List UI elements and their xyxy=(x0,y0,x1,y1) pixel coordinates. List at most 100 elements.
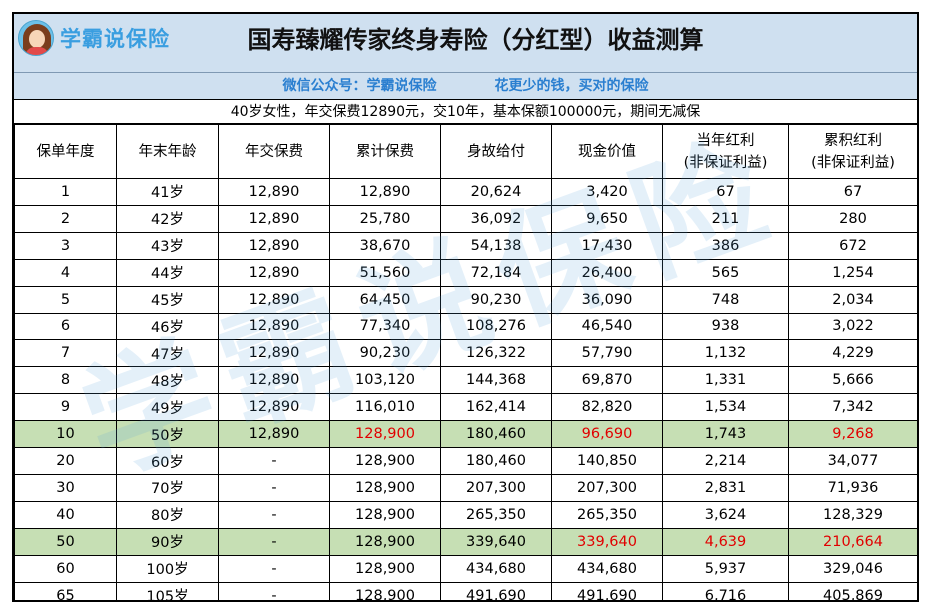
subtitle-line: 微信公众号：学霸说保险 花更少的钱，买对的保险 xyxy=(14,72,917,96)
table-cell: 4 xyxy=(14,258,117,287)
column-header: 当年红利 (非保证利益) xyxy=(662,124,789,179)
table-cell: - xyxy=(218,473,330,502)
table-cell: 12,890 xyxy=(218,285,330,314)
column-header-label: 累计保费 xyxy=(356,143,414,160)
table-cell: 748 xyxy=(662,285,789,314)
table-cell: 96,690 xyxy=(551,420,663,449)
table-row: 6 46岁 12,890 77,340 108,276 46,540 938 3,022 xyxy=(14,312,917,341)
table-cell: 12,890 xyxy=(218,258,330,287)
table-cell: - xyxy=(218,500,330,529)
table-cell: 64,450 xyxy=(329,285,441,314)
table-cell: 2,214 xyxy=(662,447,789,475)
table-cell: 4,229 xyxy=(788,339,917,368)
table-cell: 434,680 xyxy=(551,554,663,583)
table-cell: 672 xyxy=(788,231,917,260)
table-cell: 4,639 xyxy=(662,527,789,556)
table-cell: 46,540 xyxy=(551,312,663,341)
table-row: 50 90岁 -128,900 339,640 339,640 4,639 210,664 xyxy=(14,527,917,556)
column-header: 累积红利 (非保证利益) xyxy=(788,124,917,179)
table-row: 2 42岁 12,890 25,780 36,092 9,650 211 280 xyxy=(14,204,917,233)
table-cell: 20 xyxy=(14,447,117,475)
table-cell: 43岁 xyxy=(116,231,219,260)
table-cell: 162,414 xyxy=(440,393,552,422)
table-cell: 3,420 xyxy=(551,178,663,206)
table-cell: 90岁 xyxy=(116,527,219,556)
table-cell: 45岁 xyxy=(116,285,219,314)
table-cell: 207,300 xyxy=(551,473,663,502)
table-cell: - xyxy=(218,527,330,556)
table-cell: 116,010 xyxy=(329,393,441,422)
column-header-label: 现金价值 xyxy=(578,143,636,160)
table-cell: 44岁 xyxy=(116,258,219,287)
girl-avatar-icon xyxy=(18,20,54,56)
table-cell: 57,790 xyxy=(551,339,663,368)
table-cell: 265,350 xyxy=(551,500,663,529)
table-cell: 8 xyxy=(14,366,117,395)
table-cell: 144,368 xyxy=(440,366,552,395)
table-cell: 128,900 xyxy=(329,554,441,583)
table-cell: 67 xyxy=(662,178,789,206)
table-cell: 46岁 xyxy=(116,312,219,341)
table-row: 20 60岁 -128,900 180,460 140,850 2,214 34,077 xyxy=(14,447,917,475)
table-cell: 3 xyxy=(14,231,117,260)
table-cell: 60 xyxy=(14,554,117,583)
table-cell: 339,640 xyxy=(440,527,552,556)
table-cell: 128,900 xyxy=(329,527,441,556)
table-cell: 2,831 xyxy=(662,473,789,502)
table-cell: 491,690 xyxy=(551,581,663,600)
table-cell: 71,936 xyxy=(788,473,917,502)
table-cell: 103,120 xyxy=(329,366,441,395)
table-cell: 54,138 xyxy=(440,231,552,260)
table-cell: 50 xyxy=(14,527,117,556)
title-bar: 学霸说保险 国寿臻耀传家终身寿险（分红型）收益测算 微信公众号：学霸说保险 花更… xyxy=(14,14,917,100)
page-title: 国寿臻耀传家终身寿险（分红型）收益测算 xyxy=(247,26,704,54)
table-cell: 90,230 xyxy=(329,339,441,368)
table-cell: 12,890 xyxy=(218,393,330,422)
table-cell: 938 xyxy=(662,312,789,341)
table-cell: 1,254 xyxy=(788,258,917,287)
table-cell: 128,900 xyxy=(329,500,441,529)
table-cell: 211 xyxy=(662,204,789,233)
benefit-table: 保单年度 年末年龄 年交保费 累计保费 身故给付 现金价值 当年红利 (非保证利益) 累积红利 (… xyxy=(14,124,917,600)
table-row: 60 100岁 -128,900 434,680 434,680 5,937 329,046 xyxy=(14,554,917,583)
table-cell: 128,329 xyxy=(788,500,917,529)
table-header-row: 保单年度 年末年龄 年交保费 累计保费 身故给付 现金价值 当年红利 (非保证利益) 累积红利 (… xyxy=(14,124,917,179)
column-header: 保单年度 xyxy=(14,124,117,179)
column-header-note: (非保证利益) xyxy=(683,154,768,171)
table-cell: 491,690 xyxy=(440,581,552,600)
table-cell: 3,624 xyxy=(662,500,789,529)
table-cell: 265,350 xyxy=(440,500,552,529)
table-cell: 2,034 xyxy=(788,285,917,314)
table-cell: 180,460 xyxy=(440,420,552,449)
benefit-sheet: 学霸说保险 国寿臻耀传家终身寿险（分红型）收益测算 微信公众号：学霸说保险 花更… xyxy=(12,12,919,602)
table-cell: 65 xyxy=(14,581,117,600)
brand-name: 学霸说保险 xyxy=(60,27,170,51)
table-row: 40 80岁 -128,900 265,350 265,350 3,624 128,329 xyxy=(14,500,917,529)
table-cell: 12,890 xyxy=(218,366,330,395)
table-cell: 339,640 xyxy=(551,527,663,556)
table-cell: 72,184 xyxy=(440,258,552,287)
table-cell: 12,890 xyxy=(218,231,330,260)
table-cell: 6,716 xyxy=(662,581,789,600)
column-header-label: 年交保费 xyxy=(245,143,303,160)
table-cell: 12,890 xyxy=(218,420,330,449)
table-cell: 5,937 xyxy=(662,554,789,583)
column-header: 身故给付 xyxy=(440,124,552,179)
table-cell: 7,342 xyxy=(788,393,917,422)
table-cell: 26,400 xyxy=(551,258,663,287)
column-header: 现金价值 xyxy=(551,124,663,179)
table-cell: - xyxy=(218,554,330,583)
table-cell: 36,090 xyxy=(551,285,663,314)
table-cell: 6 xyxy=(14,312,117,341)
table-cell: 40 xyxy=(14,500,117,529)
table-cell: 77,340 xyxy=(329,312,441,341)
table-cell: 3,022 xyxy=(788,312,917,341)
table-cell: 386 xyxy=(662,231,789,260)
table-cell: 42岁 xyxy=(116,204,219,233)
table-cell: 47岁 xyxy=(116,339,219,368)
table-cell: 128,900 xyxy=(329,581,441,600)
table-cell: 12,890 xyxy=(218,178,330,206)
table-cell: 128,900 xyxy=(329,420,441,449)
column-header-label: 身故给付 xyxy=(467,143,525,160)
table-cell: 50岁 xyxy=(116,420,219,449)
